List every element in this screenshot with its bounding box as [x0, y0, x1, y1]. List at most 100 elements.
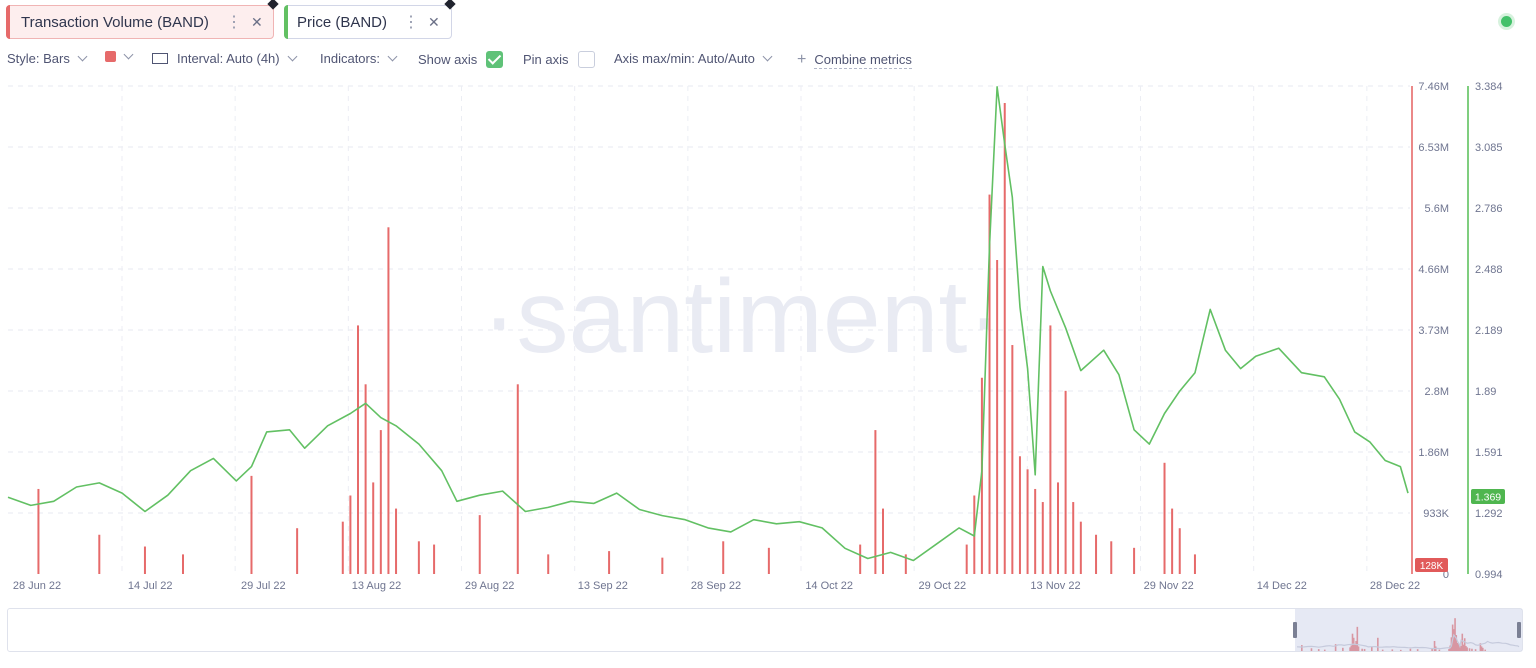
navigator-bar: [1301, 645, 1303, 651]
navigator-left-handle[interactable]: [1293, 622, 1297, 638]
style-dropdown[interactable]: Style: Bars: [7, 51, 88, 66]
volume-bar: [1178, 528, 1181, 574]
more-options-icon[interactable]: ⋮: [226, 14, 242, 31]
status-indicator-icon: [1501, 16, 1512, 27]
main-chart[interactable]: ·santiment· 7.46M 6.53M 5.6M 4.66M 3.73M 2.8M…: [0, 0, 1536, 608]
volume-bar: [357, 325, 359, 574]
volume-bar: [433, 544, 436, 574]
price-latest-badge: 1.369: [1471, 489, 1505, 504]
color-swatch: [105, 51, 116, 62]
navigator-bar: [1317, 649, 1320, 651]
volume-bar: [1041, 502, 1044, 574]
volume-latest-badge: 128K: [1415, 558, 1448, 572]
volume-bar: [1072, 502, 1075, 574]
price-tick-label: 1.292: [1475, 508, 1503, 520]
axis-maxmin-dropdown[interactable]: Axis max/min: Auto/Auto: [614, 51, 773, 66]
navigator-preview: [1293, 609, 1523, 651]
navigator-bar: [1310, 648, 1313, 651]
navigator-bar: [1465, 645, 1467, 651]
volume-latest-label: 128K: [1420, 561, 1444, 572]
combine-metrics-button[interactable]: + Combine metrics: [797, 51, 912, 69]
volume-bar: [874, 430, 877, 574]
price-latest-label: 1.369: [1475, 492, 1501, 504]
navigator-bar: [1474, 649, 1477, 651]
indicators-dropdown[interactable]: Indicators:: [320, 51, 398, 66]
x-tick-label: 29 Nov 22: [1144, 580, 1194, 592]
price-tick-label: 2.786: [1475, 203, 1503, 215]
navigator-bar: [1482, 647, 1484, 651]
volume-bar: [37, 488, 40, 574]
volume-bar: [1011, 345, 1014, 574]
navigator-bar: [1466, 647, 1468, 651]
pin-axis-label: Pin axis: [523, 52, 569, 67]
chart-navigator[interactable]: [7, 608, 1523, 652]
interval-dropdown[interactable]: Interval: Auto (4h): [152, 51, 298, 66]
volume-bar: [988, 194, 991, 574]
pin-axis-checkbox[interactable]: [577, 51, 595, 68]
volume-axis-ticks: 7.46M 6.53M 5.6M 4.66M 3.73M 2.8M 1.86M 933K 0: [1418, 81, 1449, 581]
price-line: [7, 86, 1409, 562]
volume-bar: [882, 508, 884, 574]
navigator-bar: [1431, 648, 1433, 651]
volume-bar: [372, 482, 375, 574]
navigator-bar: [1455, 635, 1458, 651]
axis-maxmin-label: Axis max/min: Auto/Auto: [614, 51, 755, 66]
x-tick-label: 28 Dec 22: [1370, 580, 1420, 592]
navigator-right-handle[interactable]: [1517, 622, 1521, 638]
metric-tab-label: Price (BAND): [297, 13, 388, 31]
volume-tick-label: 6.53M: [1418, 142, 1449, 154]
x-tick-label: 13 Nov 22: [1030, 580, 1080, 592]
x-tick-label: 29 Oct 22: [918, 580, 966, 592]
volume-bar: [661, 557, 664, 574]
close-icon[interactable]: ✕: [251, 13, 263, 30]
close-icon[interactable]: ✕: [428, 13, 440, 30]
navigator-bar: [1399, 649, 1402, 651]
metric-tab-price[interactable]: Price (BAND) ⋮ ✕: [284, 5, 452, 39]
more-options-icon[interactable]: ⋮: [403, 14, 419, 31]
volume-bar: [965, 544, 968, 574]
navigator-selection[interactable]: [1295, 609, 1523, 651]
volume-bar: [1079, 521, 1082, 574]
volume-bar: [182, 554, 184, 574]
volume-bar: [767, 547, 770, 574]
show-axis-toggle[interactable]: Show axis: [418, 51, 504, 68]
volume-bar: [1095, 534, 1098, 574]
volume-bar: [1171, 508, 1174, 574]
volume-bar: [1064, 390, 1067, 574]
x-tick-label: 13 Sep 22: [578, 580, 628, 592]
volume-bar: [547, 554, 550, 574]
indicators-label: Indicators:: [320, 51, 380, 66]
navigator-bar: [1351, 633, 1354, 651]
combine-metrics-label: Combine metrics: [814, 51, 912, 69]
navigator-bar: [1462, 644, 1465, 651]
x-tick-label: 13 Aug 22: [352, 580, 402, 592]
navigator-bar: [1456, 642, 1459, 651]
navigator-bar: [1381, 649, 1384, 651]
navigator-line: [1296, 633, 1520, 650]
navigator-bar: [1463, 638, 1466, 651]
navigator-bar: [1356, 626, 1359, 651]
volume-bar: [608, 551, 611, 574]
navigator-bar: [1391, 649, 1394, 651]
volume-tick-label: 1.86M: [1418, 447, 1449, 459]
volume-bar: [904, 554, 907, 574]
navigator-bar: [1355, 640, 1357, 651]
navigator-bar: [1468, 648, 1471, 651]
santiment-watermark: ·santiment·: [482, 259, 1002, 375]
volume-bar: [1133, 547, 1136, 574]
volume-bar: [516, 384, 519, 574]
color-picker[interactable]: [105, 49, 134, 62]
navigator-bar: [1454, 618, 1456, 651]
pin-axis-toggle[interactable]: Pin axis: [523, 51, 595, 68]
volume-tick-label: 0: [1443, 569, 1449, 581]
volume-bar: [379, 430, 382, 574]
show-axis-checkbox[interactable]: [486, 51, 504, 68]
style-label: Style: Bars: [7, 51, 70, 66]
navigator-bar: [1433, 640, 1436, 651]
metric-tab-transaction-volume[interactable]: Transaction Volume (BAND) ⋮ ✕: [6, 5, 274, 39]
volume-bar: [417, 541, 420, 574]
navigator-bar: [1323, 649, 1326, 651]
volume-tick-label: 4.66M: [1418, 264, 1449, 276]
volume-tick-label: 2.8M: [1425, 386, 1449, 398]
volume-bar: [1163, 462, 1166, 574]
